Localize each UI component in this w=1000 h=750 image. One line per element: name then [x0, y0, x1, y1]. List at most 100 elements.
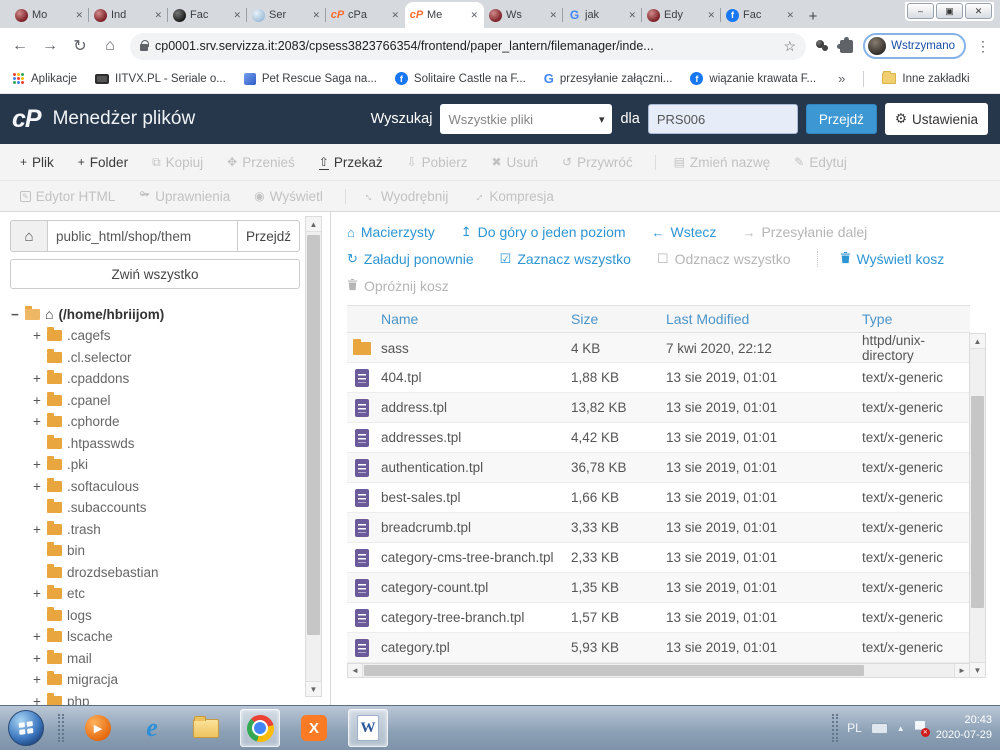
- compress-button[interactable]: ↔ Kompresja: [469, 186, 554, 206]
- tree-item[interactable]: + .softaculous: [33, 477, 140, 494]
- column-modified[interactable]: Last Modified: [666, 311, 750, 327]
- path-go-button[interactable]: Przejdź: [238, 220, 300, 252]
- profile-button[interactable]: Wstrzymano: [863, 33, 966, 59]
- bookmark-apps[interactable]: Aplikacje: [12, 72, 77, 85]
- language-indicator[interactable]: PL: [847, 721, 862, 735]
- browser-tab-7[interactable]: Ws ✕: [484, 2, 563, 28]
- scroll-down-icon[interactable]: ▼: [306, 681, 321, 696]
- bookmark-item[interactable]: IITVX.PL - Seriale o...: [95, 73, 226, 85]
- tree-item[interactable]: + .cagefs: [33, 327, 111, 344]
- keyboard-icon[interactable]: [870, 722, 888, 734]
- html-editor-button[interactable]: ✎ Edytor HTML: [20, 188, 116, 204]
- start-button[interactable]: [8, 710, 44, 746]
- tree-item[interactable]: bin: [10, 540, 300, 562]
- collapse-icon[interactable]: −: [11, 306, 19, 322]
- search-scope-select[interactable]: Wszystkie pliki ▾: [440, 104, 613, 134]
- clock[interactable]: 20:43 2020-07-29: [936, 713, 992, 743]
- back-link[interactable]: ← Wstecz: [651, 224, 717, 240]
- tree-item[interactable]: + .cphorde: [33, 413, 120, 430]
- media-player-taskbar-icon[interactable]: ▶: [78, 709, 118, 747]
- scrollbar-thumb[interactable]: [307, 235, 320, 635]
- browser-tab-1[interactable]: Mo ✕: [10, 2, 89, 28]
- extensions-puzzle-icon[interactable]: [837, 36, 854, 53]
- extension-icon[interactable]: [816, 40, 830, 52]
- tree-item[interactable]: + lscache: [33, 628, 113, 645]
- tree-item[interactable]: + migracja: [33, 671, 119, 688]
- tab-close-icon[interactable]: ✕: [707, 9, 715, 20]
- action-center-flag-icon[interactable]: [914, 720, 930, 737]
- tree-item[interactable]: + php: [10, 691, 300, 705]
- permissions-button[interactable]: Uprawnienia: [129, 189, 240, 204]
- expand-icon[interactable]: +: [33, 693, 41, 705]
- table-row[interactable]: authentication.tpl 36,78 KB 13 sie 2019, 0…: [347, 453, 970, 483]
- column-size[interactable]: Size: [571, 311, 599, 327]
- xampp-taskbar-icon[interactable]: X: [294, 709, 334, 747]
- internet-explorer-taskbar-icon[interactable]: e: [132, 709, 172, 747]
- tab-close-icon[interactable]: ✕: [549, 9, 557, 20]
- expand-icon[interactable]: +: [33, 586, 41, 602]
- table-row[interactable]: address.tpl 13,82 KB 13 sie 2019, 01:01 tex…: [347, 393, 970, 423]
- browser-tab-10[interactable]: f Fac ✕: [720, 2, 800, 28]
- url-input[interactable]: cp0001.srv.servizza.it:2083/cpsess382376…: [130, 32, 807, 60]
- expand-icon[interactable]: +: [33, 650, 41, 666]
- tree-item[interactable]: .htpasswds: [10, 433, 300, 455]
- expand-icon[interactable]: +: [33, 328, 41, 344]
- show-hidden-icons[interactable]: ▲: [896, 723, 905, 733]
- browser-menu-icon[interactable]: ⋮: [976, 37, 990, 54]
- expand-icon[interactable]: +: [33, 371, 41, 387]
- scroll-up-icon[interactable]: ▲: [306, 217, 321, 232]
- restore-button[interactable]: ↺ Przywróć: [562, 154, 633, 170]
- tree-root[interactable]: − ⌂ (/home/hbriijom): [11, 305, 165, 322]
- bookmark-star-icon[interactable]: ☆: [783, 37, 797, 54]
- scroll-left-icon[interactable]: ◄: [348, 664, 363, 677]
- table-scrollbar[interactable]: ▲ ▼: [969, 333, 986, 678]
- extract-button[interactable]: ↔ Wyodrębnij: [344, 187, 458, 205]
- tree-item[interactable]: + .trash: [33, 520, 101, 537]
- table-row[interactable]: category-cms-tree-branch.tpl 2,33 KB 13 si…: [347, 543, 970, 573]
- unselect-all-link[interactable]: ☐ Odznacz wszystko: [656, 251, 791, 267]
- table-row[interactable]: category-tree-branch.tpl 1,57 KB 13 sie 20…: [347, 603, 970, 633]
- tab-close-icon[interactable]: ✕: [154, 9, 162, 20]
- new-folder-button[interactable]: + Folder: [77, 154, 129, 170]
- close-button[interactable]: ✕: [965, 3, 992, 19]
- move-button[interactable]: ✥ Przenieś: [227, 154, 295, 170]
- browser-tab-2[interactable]: Ind ✕: [88, 2, 168, 28]
- bookmark-item[interactable]: f Solitaire Castle na F...: [394, 72, 526, 85]
- tree-item[interactable]: drozdsebastian: [10, 562, 300, 584]
- bookmarks-overflow-icon[interactable]: »: [838, 71, 846, 86]
- scroll-up-icon[interactable]: ▲: [970, 334, 985, 349]
- browser-tab-3[interactable]: Fac ✕: [167, 2, 247, 28]
- collapse-all-button[interactable]: Zwiń wszystko: [10, 259, 300, 289]
- rename-button[interactable]: ▤ Zmień nazwę: [654, 154, 781, 170]
- upload-button[interactable]: ⇧ Przekaż: [318, 154, 383, 170]
- empty-trash-link[interactable]: Opróżnij kosz: [347, 278, 449, 294]
- tab-close-icon[interactable]: ✕: [312, 9, 320, 20]
- table-row[interactable]: breadcrumb.tpl 3,33 KB 13 sie 2019, 01:01 t…: [347, 513, 970, 543]
- tree-item[interactable]: + .cpaddons: [33, 370, 130, 387]
- download-button[interactable]: ⇩ Pobierz: [406, 154, 468, 170]
- delete-button[interactable]: ✖ Usuń: [491, 154, 539, 170]
- table-row[interactable]: best-sales.tpl 1,66 KB 13 sie 2019, 01:01 t…: [347, 483, 970, 513]
- edit-button[interactable]: ✎ Edytuj: [794, 154, 847, 170]
- back-icon[interactable]: ←: [12, 37, 28, 54]
- scroll-down-icon[interactable]: ▼: [970, 662, 985, 677]
- view-button[interactable]: ◉ Wyświetl: [254, 188, 323, 204]
- tab-close-icon[interactable]: ✕: [470, 9, 478, 20]
- tab-close-icon[interactable]: ✕: [628, 9, 636, 20]
- forward-link[interactable]: → Przesyłanie dalej: [742, 224, 868, 240]
- expand-icon[interactable]: +: [33, 392, 41, 408]
- bookmark-item[interactable]: f wiązanie krawata F...: [690, 72, 816, 85]
- tree-item[interactable]: logs: [10, 605, 300, 627]
- sidebar-scrollbar[interactable]: ▲ ▼: [305, 216, 322, 697]
- tree-item[interactable]: + mail: [33, 649, 92, 666]
- tree-item[interactable]: .subaccounts: [10, 497, 300, 519]
- tree-item[interactable]: + etc: [33, 585, 86, 602]
- expand-icon[interactable]: +: [33, 478, 41, 494]
- chrome-taskbar-icon[interactable]: [240, 709, 280, 747]
- home-directory-button[interactable]: ⌂: [10, 220, 48, 252]
- reload-link[interactable]: ↻ Załaduj ponownie: [347, 251, 474, 267]
- tab-close-icon[interactable]: ✕: [75, 9, 83, 20]
- expand-icon[interactable]: +: [33, 521, 41, 537]
- search-go-button[interactable]: Przejdź: [805, 104, 877, 134]
- tab-close-icon[interactable]: ✕: [391, 9, 399, 20]
